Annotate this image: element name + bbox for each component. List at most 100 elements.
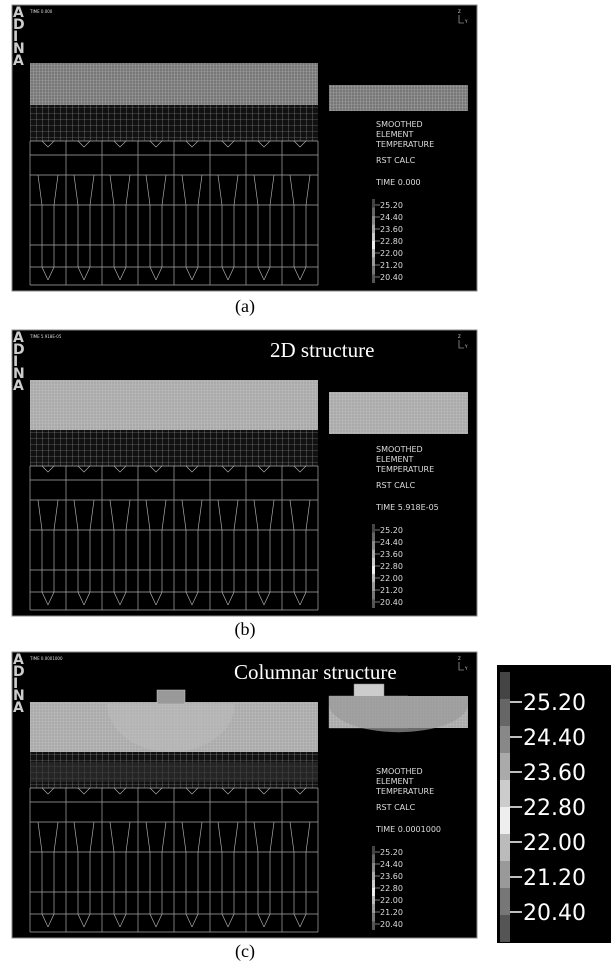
zoom-colorbar-band — [500, 888, 510, 915]
colorbar-band — [372, 913, 375, 921]
colorbar-band — [372, 207, 375, 215]
zoom-label: 24.40 — [523, 726, 586, 751]
colorbar-label: 20.40 — [380, 598, 403, 607]
colorbar-band — [372, 275, 375, 283]
colorbar-label: 22.80 — [380, 884, 403, 893]
zoom-colorbar-band — [500, 753, 510, 780]
colorbar-band — [372, 896, 375, 904]
colorbar-label: 23.60 — [380, 550, 403, 559]
column — [157, 690, 185, 704]
inset-mesh — [329, 85, 468, 111]
colorbar-band — [372, 541, 375, 549]
logo-letter: A — [13, 53, 24, 69]
colorbar-band — [372, 888, 375, 896]
heading: Columnar structure — [234, 660, 397, 684]
colorbar-label: 23.60 — [380, 872, 403, 881]
result-line: TEMPERATURE — [375, 787, 434, 796]
result-line: TEMPERATURE — [375, 465, 434, 474]
panel-label: (a) — [235, 296, 255, 317]
result-line: RST CALC — [376, 156, 416, 165]
axis-y: Y — [464, 666, 468, 671]
mesh-medium — [30, 430, 318, 466]
mesh-fine — [30, 380, 318, 430]
dark-band — [30, 762, 318, 782]
result-line: RST CALC — [376, 481, 416, 490]
colorbar-label: 22.80 — [380, 237, 403, 246]
zoom-label: 22.00 — [523, 831, 586, 856]
colorbar-label: 21.20 — [380, 261, 403, 270]
colorbar-label: 25.20 — [380, 201, 403, 210]
result-time: TIME 0.0001000 — [375, 825, 441, 834]
logo-letter: A — [13, 700, 24, 716]
result-line: SMOOTHED — [376, 767, 423, 776]
corner-time: TIME 0.000 — [29, 9, 53, 14]
colorbar-band — [372, 566, 375, 574]
zoom-label: 20.40 — [523, 901, 586, 926]
colorbar-band — [372, 574, 375, 582]
panel: ADINATIME 0.0001000ZYColumnar structureS… — [12, 652, 477, 938]
colorbar-label: 22.80 — [380, 562, 403, 571]
colorbar-band — [372, 199, 375, 207]
colorbar-label: 21.20 — [380, 908, 403, 917]
colorbar-label: 24.40 — [380, 860, 403, 869]
mesh-fine — [30, 63, 318, 105]
panel: ADINATIME 0.000ZYSMOOTHEDELEMENTTEMPERAT… — [12, 5, 477, 291]
result-time: TIME 5.918E-05 — [375, 503, 439, 512]
colorbar-label: 23.60 — [380, 225, 403, 234]
panel-label: (c) — [235, 941, 255, 962]
colorbar-band — [372, 233, 375, 241]
zoom-label: 25.20 — [523, 691, 586, 716]
axis-z: Z — [458, 9, 461, 14]
colorbar-band — [372, 854, 375, 862]
colorbar-band — [372, 266, 375, 274]
colorbar-label: 22.00 — [380, 574, 403, 583]
result-line: TEMPERATURE — [375, 140, 434, 149]
result-line: ELEMENT — [376, 130, 414, 139]
colorbar-label: 20.40 — [380, 273, 403, 282]
colorbar-band — [372, 524, 375, 532]
mesh-medium — [30, 105, 318, 141]
colorbar-label: 21.20 — [380, 586, 403, 595]
colorbar-label: 22.00 — [380, 896, 403, 905]
zoom-colorbar-band — [500, 807, 510, 834]
result-line: SMOOTHED — [376, 120, 423, 129]
result-time: TIME 0.000 — [375, 178, 421, 187]
colorbar-label: 24.40 — [380, 213, 403, 222]
colorbar-band — [372, 905, 375, 913]
axis-z: Z — [458, 334, 461, 339]
heading: 2D structure — [270, 338, 374, 362]
colorbar-label: 22.00 — [380, 249, 403, 258]
panel-label: (b) — [235, 619, 256, 640]
colorbar-label: 24.40 — [380, 538, 403, 547]
colorbar-label: 25.20 — [380, 848, 403, 857]
corner-time: TIME 5.918E-05 — [29, 334, 62, 339]
zoom-colorbar-band — [500, 861, 510, 888]
axis-z: Z — [458, 656, 461, 661]
logo-letter: A — [13, 378, 24, 394]
zoom-label: 21.20 — [523, 866, 586, 891]
colorbar-band — [372, 871, 375, 879]
colorbar-band — [372, 216, 375, 224]
colorbar-band — [372, 249, 375, 257]
zoom-colorbar-band — [500, 780, 510, 807]
zoom-colorbar-band — [500, 915, 510, 942]
colorbar-band — [372, 863, 375, 871]
axis-y: Y — [464, 344, 468, 349]
colorbar-band — [372, 591, 375, 599]
axis-y: Y — [464, 19, 468, 24]
colorbar-band — [372, 258, 375, 266]
colorbar-band — [372, 532, 375, 540]
zoom-colorbar-band — [500, 672, 510, 699]
corner-time: TIME 0.0001000 — [29, 656, 63, 661]
colorbar-band — [372, 846, 375, 854]
zoom-colorbar-band — [500, 699, 510, 726]
result-line: ELEMENT — [376, 777, 414, 786]
colorbar-label: 25.20 — [380, 526, 403, 535]
zoom-colorbar-band — [500, 834, 510, 861]
colorbar-band — [372, 224, 375, 232]
colorbar-band — [372, 880, 375, 888]
result-line: RST CALC — [376, 803, 416, 812]
result-line: ELEMENT — [376, 455, 414, 464]
